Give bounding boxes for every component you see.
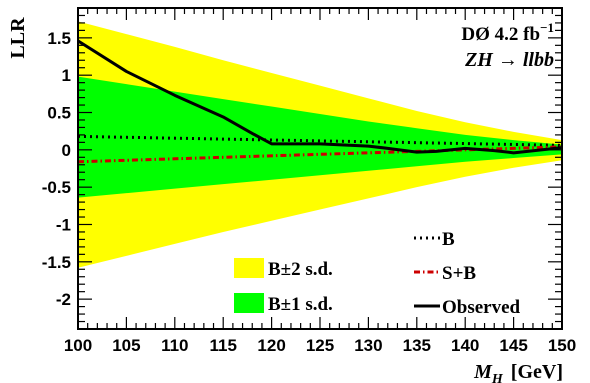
ticks-layer: 100 105 110 115 120 125 130 135 140 145 150 -2 -1.5 -… (42, 7, 576, 355)
y-axis-label: LLR (7, 17, 29, 59)
y-tick-label: -2 (56, 290, 71, 309)
legend-label-b2sd: B±2 s.d. (268, 259, 333, 280)
x-tick-label: 150 (548, 336, 576, 355)
legend-label-observed: Observed (442, 297, 521, 318)
y-tick-label: -0.5 (42, 178, 71, 197)
series-observed (77, 39, 563, 155)
channel-lhs: ZH (464, 49, 494, 71)
legend-bands: B±2 s.d. B±1 s.d. (234, 258, 333, 315)
legend-label-b1sd: B±1 s.d. (268, 294, 333, 315)
channel-arrow: → (498, 49, 518, 71)
y-tick-label: 1.5 (47, 29, 71, 48)
x-tick-label: 135 (403, 336, 431, 355)
x-axis-unit: [GeV] (511, 361, 563, 383)
x-tick-label: 105 (112, 336, 140, 355)
legend-swatch-b1sd (234, 293, 264, 313)
y-tick-label: 1 (62, 66, 71, 85)
experiment-text: DØ 4.2 fb (461, 24, 540, 45)
x-axis-var: M (473, 361, 493, 383)
y-tick-label: 0 (62, 141, 71, 160)
channel-rhs: llbb (523, 49, 554, 71)
y-tick-label: 0.5 (47, 104, 71, 123)
series-b (77, 134, 563, 147)
y-tick-label: -1 (56, 215, 71, 234)
x-tick-label: 110 (161, 336, 188, 355)
series-layer (77, 39, 563, 164)
x-tick-label: 120 (257, 336, 285, 355)
legend-label-b: B (442, 229, 455, 250)
channel-label: ZH → llbb (464, 49, 554, 71)
x-tick-label: 130 (354, 336, 382, 355)
x-axis-var-sub: H (491, 372, 504, 383)
x-tick-label: 115 (209, 336, 236, 355)
lumi-exponent: −1 (540, 20, 554, 35)
x-axis-label: MH [GeV] (473, 361, 563, 383)
x-tick-label: 140 (451, 336, 479, 355)
x-tick-label: 125 (306, 336, 334, 355)
legend-lines: B S+B Observed (414, 229, 521, 318)
legend-swatch-b2sd (234, 258, 264, 278)
y-tick-label: -1.5 (42, 253, 71, 272)
x-tick-label: 145 (499, 336, 527, 355)
legend-label-sb: S+B (442, 263, 476, 284)
x-tick-label: 100 (64, 336, 92, 355)
experiment-label: DØ 4.2 fb−1 (461, 20, 554, 45)
